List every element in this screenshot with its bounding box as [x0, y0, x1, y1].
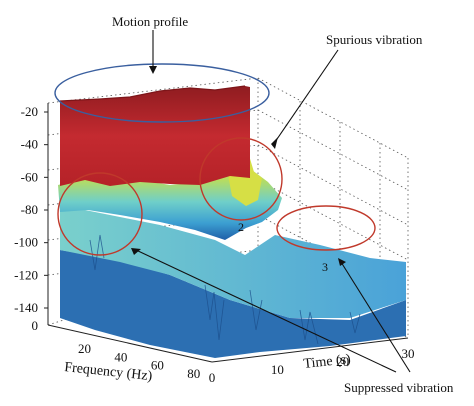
z-tick-label: -20: [21, 104, 38, 119]
z-axis-ticks: -20 -40 -60 -80 -100 -120 -140: [14, 104, 48, 315]
x-tick-label: 20: [78, 341, 91, 356]
z-tick-label: -40: [21, 137, 38, 152]
x-tick-label: 40: [114, 349, 127, 364]
suppressed-ellipse-3: [276, 205, 376, 251]
annotations: [54, 30, 411, 373]
y-axis-ticks: 0 10 20 30: [209, 346, 415, 385]
z-tick-label: -120: [14, 267, 38, 282]
motion-profile-label: Motion profile: [112, 14, 188, 29]
x-axis-title: Frequency (Hz): [64, 360, 154, 384]
z-tick-label: -140: [14, 300, 38, 315]
spurious-ellipse-2: [199, 137, 283, 221]
z-tick-label: -60: [21, 169, 38, 184]
suppressed-ellipse-1: [57, 172, 143, 256]
z-tick-label: -80: [21, 202, 38, 217]
x-tick-label: 60: [151, 358, 164, 373]
region-label-2: 2: [238, 220, 244, 234]
cyan-mid-surface: [60, 205, 406, 318]
blue-noise-floor: [60, 250, 406, 358]
y-axis-title: Time (s): [303, 352, 352, 372]
region-label-3: 3: [322, 260, 328, 274]
x-axis-ticks: 20 40 60 80: [78, 341, 200, 381]
x-tick-label: 80: [187, 366, 200, 381]
y-tick-label: 0: [209, 370, 216, 385]
z-tick-floor: 0: [32, 318, 39, 333]
y-tick-label: 10: [271, 362, 284, 377]
motion-profile-ellipse: [54, 63, 270, 123]
y-tick-label: 20: [336, 354, 349, 369]
y-tick-label: 30: [402, 346, 415, 361]
red-motion-profile: [60, 86, 250, 186]
spectrum-surface: [58, 85, 406, 358]
spurious-vibration-label: Spurious vibration: [326, 32, 423, 47]
suppressed-vibration-label: Suppressed vibration: [344, 380, 454, 395]
axes: [47, 103, 409, 363]
z-tick-label: -100: [14, 235, 38, 250]
